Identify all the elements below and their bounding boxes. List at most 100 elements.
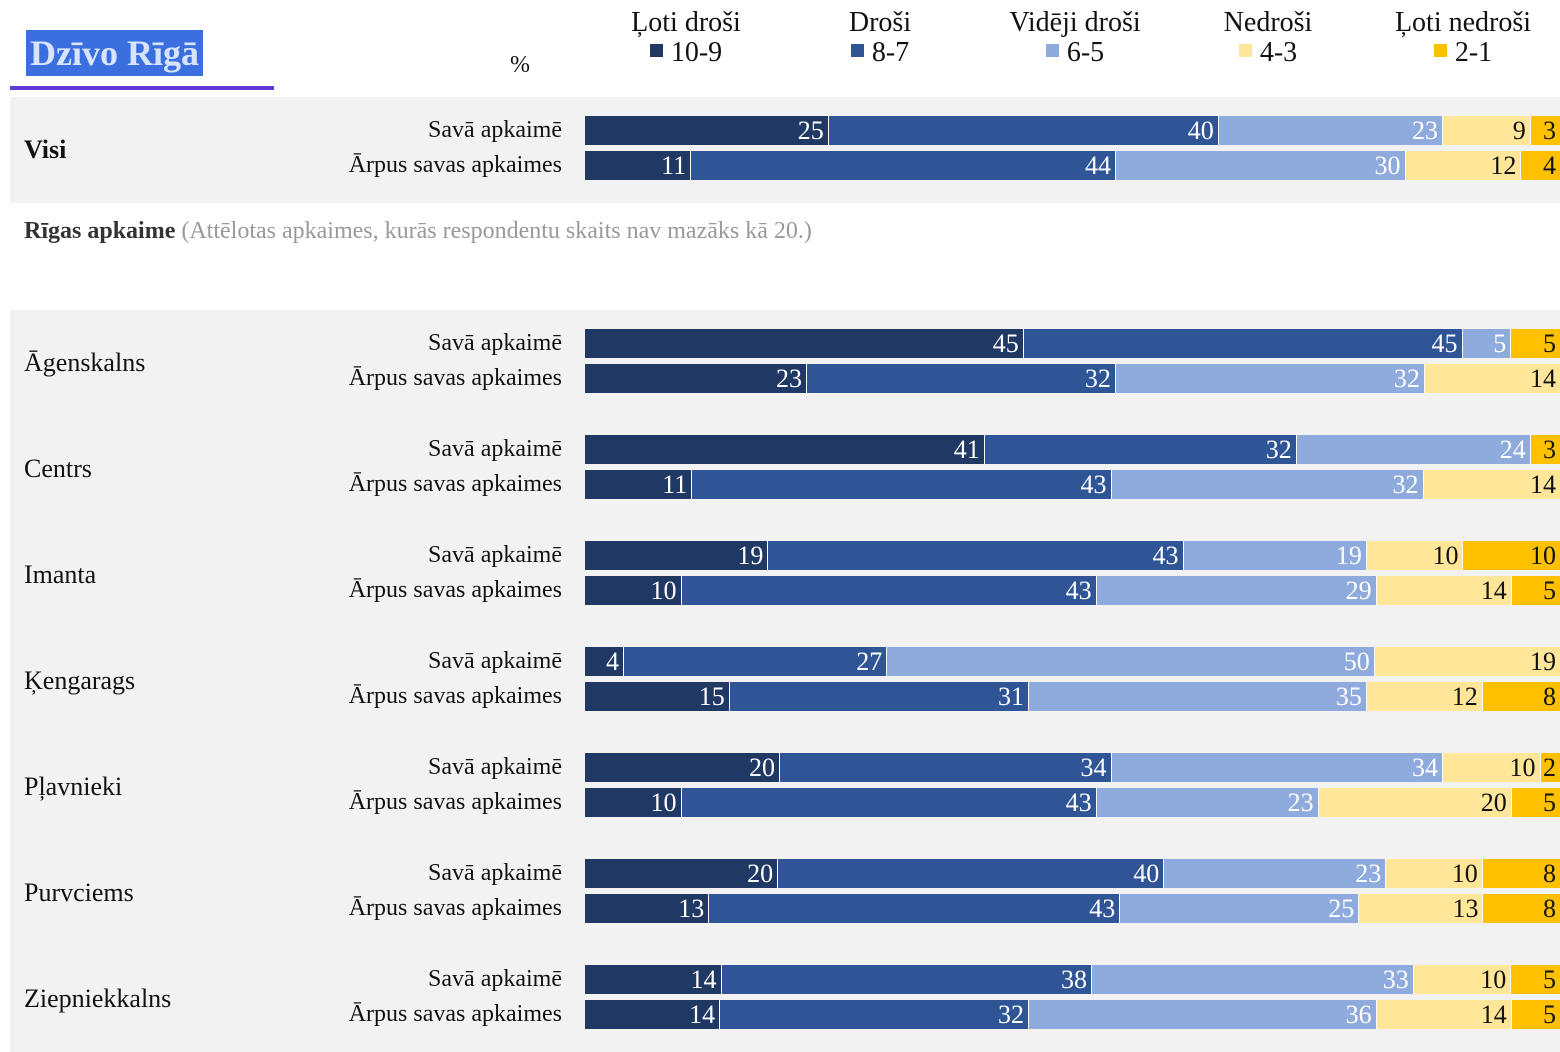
row-label: Savā apkaimē: [10, 328, 562, 358]
bar-value-label: 14: [1530, 470, 1556, 500]
bar-value-label: 43: [1081, 470, 1107, 500]
bar-value-label: 5: [1543, 329, 1556, 359]
bar-value-label: 14: [1530, 364, 1556, 394]
logo: Dzīvo Rīgā: [26, 30, 203, 76]
bar-segment: 10: [1386, 859, 1483, 888]
bar-value-label: 9: [1513, 116, 1526, 146]
bar-value-label: 4: [606, 647, 619, 677]
bar-value-label: 13: [678, 894, 704, 924]
bar-segment: 33: [1092, 965, 1414, 994]
bar-segment: 34: [1112, 753, 1444, 782]
bar-value-label: 20: [1481, 788, 1507, 818]
legend-swatch: [1434, 44, 1447, 57]
bar-value-label: 33: [1383, 965, 1409, 995]
bar-segment: 43: [692, 470, 1111, 499]
bar-value-label: 14: [1481, 576, 1507, 606]
bar-value-label: 43: [1089, 894, 1115, 924]
bar-value-label: 10: [1480, 965, 1506, 995]
bar-value-label: 34: [1081, 753, 1107, 783]
bar-segment: 23: [1219, 116, 1443, 145]
bar-segment: 19: [1375, 647, 1560, 676]
legend-title: Vidēji droši: [995, 8, 1155, 38]
bar-value-label: 8: [1543, 682, 1556, 712]
bar-value-label: 32: [998, 1000, 1024, 1030]
bar-value-label: 5: [1543, 965, 1556, 995]
row-label: Savā apkaimē: [10, 964, 562, 994]
bar-segment: 44: [691, 151, 1116, 180]
legend-title: Droši: [800, 8, 960, 38]
bar-segment: 24: [1297, 435, 1531, 464]
bar-segment: 4: [585, 647, 624, 676]
bar-value-label: 14: [689, 1000, 715, 1030]
bar-segment: 10: [1367, 541, 1464, 570]
bar-segment: 5: [1512, 1000, 1560, 1029]
bar-value-label: 19: [737, 541, 763, 571]
bar-value-label: 41: [954, 435, 980, 465]
bar-value-label: 40: [1133, 859, 1159, 889]
legend-range: 8-7: [800, 38, 960, 68]
bar-value-label: 5: [1543, 788, 1556, 818]
bar-segment: 32: [1112, 470, 1424, 499]
legend-range: 10-9: [606, 38, 766, 68]
unit-label: %: [510, 52, 530, 79]
bar-value-label: 23: [1288, 788, 1314, 818]
row-label: Ārpus savas apkaimes: [10, 469, 562, 499]
bar-segment: 10: [1414, 965, 1512, 994]
bar-value-label: 36: [1346, 1000, 1372, 1030]
stacked-bar: 14 38 33 10 5: [585, 965, 1560, 994]
logo-underline: [10, 86, 274, 90]
bar-value-label: 19: [1530, 647, 1556, 677]
bar-segment: 13: [585, 894, 709, 923]
bar-segment: 5: [1463, 329, 1512, 358]
bar-value-label: 10: [651, 576, 677, 606]
bar-value-label: 24: [1500, 435, 1526, 465]
bar-value-label: 45: [993, 329, 1019, 359]
bar-segment: 20: [585, 859, 778, 888]
bar-value-label: 19: [1336, 541, 1362, 571]
bar-value-label: 45: [1432, 329, 1458, 359]
row-label: Savā apkaimē: [10, 115, 562, 145]
legend-title: Nedroši: [1188, 8, 1348, 38]
bar-value-label: 25: [798, 116, 824, 146]
legend-range: 6-5: [995, 38, 1155, 68]
section-note: (Attēlotas apkaimes, kurās respondentu s…: [181, 218, 812, 244]
bar-value-label: 38: [1061, 965, 1087, 995]
bar-value-label: 10: [1452, 859, 1478, 889]
bar-segment: 4: [1521, 151, 1560, 180]
bar-value-label: 14: [1481, 1000, 1507, 1030]
bar-value-label: 10: [1530, 541, 1556, 571]
bar-segment: 8: [1483, 859, 1560, 888]
bar-segment: 32: [807, 364, 1116, 393]
bar-segment: 32: [985, 435, 1297, 464]
bar-segment: 9: [1443, 116, 1531, 145]
bar-value-label: 32: [1393, 470, 1419, 500]
bar-value-label: 15: [699, 682, 725, 712]
section-title: Rīgas apkaime: [24, 218, 175, 244]
bar-segment: 14: [585, 1000, 720, 1029]
bar-value-label: 20: [749, 753, 775, 783]
bar-value-label: 31: [998, 682, 1024, 712]
bar-segment: 25: [1120, 894, 1359, 923]
bar-segment: 40: [829, 116, 1219, 145]
bar-value-label: 2: [1543, 753, 1556, 783]
bar-value-label: 14: [691, 965, 717, 995]
bar-segment: 32: [1116, 364, 1425, 393]
row-label: Ārpus savas apkaimes: [10, 787, 562, 817]
legend-range: 4-3: [1188, 38, 1348, 68]
bar-segment: 19: [585, 541, 768, 570]
bar-value-label: 3: [1543, 116, 1556, 146]
legend-swatch: [1046, 44, 1059, 57]
